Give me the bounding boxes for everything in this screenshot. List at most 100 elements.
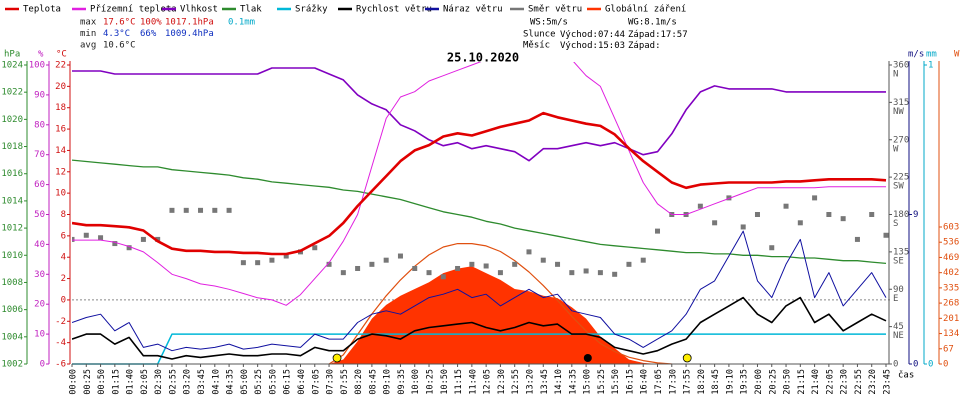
y-tick-label: 180 <box>893 210 909 220</box>
x-tick-label: 08:45 <box>368 369 378 395</box>
x-tick-label: 07:30 <box>326 369 336 395</box>
x-tick-label: 18:20 <box>697 369 707 395</box>
y-tick-label: 270 <box>893 135 909 145</box>
axis-unit: °C <box>56 50 67 60</box>
x-tick-label: 02:55 <box>168 369 178 395</box>
y-tick-label: 1 <box>928 61 933 71</box>
y-tick-label: 18 <box>55 103 66 113</box>
y-tick-label: 335 <box>943 283 959 293</box>
series-point <box>512 261 518 267</box>
series-point <box>840 216 846 222</box>
y-tick-label: 0 <box>943 360 948 370</box>
series-point <box>497 270 503 276</box>
y-tick-label: 360 <box>893 61 909 71</box>
series-point <box>98 235 104 241</box>
x-tick-label: 19:35 <box>740 369 750 395</box>
x-tick-label: 18:45 <box>711 369 721 395</box>
x-tick-label: 19:10 <box>725 369 735 395</box>
series-point <box>555 261 561 267</box>
y-tick-label: 603 <box>943 222 959 232</box>
series-point <box>569 270 575 276</box>
y-tick-label: 1010 <box>1 251 23 261</box>
y-tick-label: 0 <box>40 360 45 370</box>
sun-set-label: Západ: <box>628 30 661 40</box>
x-tick-label: 07:55 <box>340 369 350 395</box>
x-tick-label: 02:30 <box>154 369 164 395</box>
x-tick-label: 23:20 <box>868 369 878 395</box>
x-tick-label: 05:00 <box>240 369 250 395</box>
x-tick-label: 04:10 <box>211 369 221 395</box>
x-tick-label: 14:35 <box>568 369 578 395</box>
stat-value: 1009.4hPa <box>165 29 214 39</box>
series-point <box>183 207 189 213</box>
sun-rise-label: Východ: <box>560 30 598 40</box>
stat-value: 4.3°C <box>103 29 130 39</box>
x-axis-label: čas <box>898 370 914 381</box>
y-tick-label: 1004 <box>1 332 23 342</box>
y-tick-label: 1018 <box>1 142 23 152</box>
series-point <box>269 257 275 263</box>
series-line <box>72 230 887 352</box>
x-tick-label: 02:05 <box>140 369 150 395</box>
x-tick-label: 00:25 <box>83 369 93 395</box>
series-point <box>397 253 403 259</box>
y-tick-label: 1014 <box>1 196 23 206</box>
y-tick-label: 315 <box>893 98 909 108</box>
series-point <box>326 261 332 267</box>
series-point <box>226 207 232 213</box>
series-area <box>72 266 886 364</box>
series-point <box>726 195 732 201</box>
wind-gust-info: WG:8.1m/s <box>628 18 677 28</box>
series-point <box>769 245 775 251</box>
x-tick-label: 23:45 <box>883 369 893 395</box>
x-tick-label: 15:25 <box>597 369 607 395</box>
series-point <box>483 263 489 269</box>
x-tick-label: 14:10 <box>554 369 564 395</box>
series-line <box>72 296 887 360</box>
y-tick-label: 0 <box>61 295 66 305</box>
series-point <box>883 232 889 238</box>
series-point <box>455 265 461 271</box>
legend-label: Teplota <box>23 5 61 15</box>
x-tick-label: 16:15 <box>625 369 635 395</box>
x-tick-label: 00:50 <box>97 369 107 395</box>
moon-rise-label: Východ: <box>560 41 598 51</box>
x-tick-label: 01:40 <box>126 369 136 395</box>
x-tick-label: 10:00 <box>411 369 421 395</box>
moon-label: Měsíc <box>523 41 550 51</box>
x-tick-label: 20:25 <box>768 369 778 395</box>
y-tick-label: 50 <box>34 210 45 220</box>
y-tick-label: 201 <box>943 314 959 324</box>
series-point <box>655 228 661 234</box>
x-tick-label: 03:45 <box>197 369 207 395</box>
y-tick-label: 134 <box>943 329 959 339</box>
series-point <box>383 257 389 263</box>
x-tick-label: 20:50 <box>783 369 793 395</box>
x-tick-label: 20:00 <box>754 369 764 395</box>
axis-unit: W <box>954 50 960 60</box>
series-point <box>340 270 346 276</box>
x-tick-label: 10:25 <box>426 369 436 395</box>
x-tick-label: 08:20 <box>354 369 364 395</box>
series-point <box>697 203 703 209</box>
y-tick-label: 8 <box>61 210 66 220</box>
series-point <box>426 270 432 276</box>
y-tick-label: 80 <box>34 120 45 130</box>
y-tick-label: 67 <box>943 344 954 354</box>
chart-title: 25.10.2020 <box>447 51 519 65</box>
x-tick-label: 03:20 <box>183 369 193 395</box>
series-point <box>583 268 589 274</box>
y-tick-label: 1024 <box>1 61 23 71</box>
stat-value: 10.6°C <box>103 41 136 51</box>
y-tick-compass: N <box>893 70 898 80</box>
y-tick-label: 10 <box>34 330 45 340</box>
x-tick-label: 12:30 <box>497 369 507 395</box>
series-point <box>369 261 375 267</box>
x-tick-label: 15:50 <box>611 369 621 395</box>
series-point <box>469 261 475 267</box>
y-tick-label: 1016 <box>1 169 23 179</box>
series-point <box>626 261 632 267</box>
y-tick-label: 225 <box>893 173 909 183</box>
sun-rise-time: 07:44 <box>598 30 625 40</box>
